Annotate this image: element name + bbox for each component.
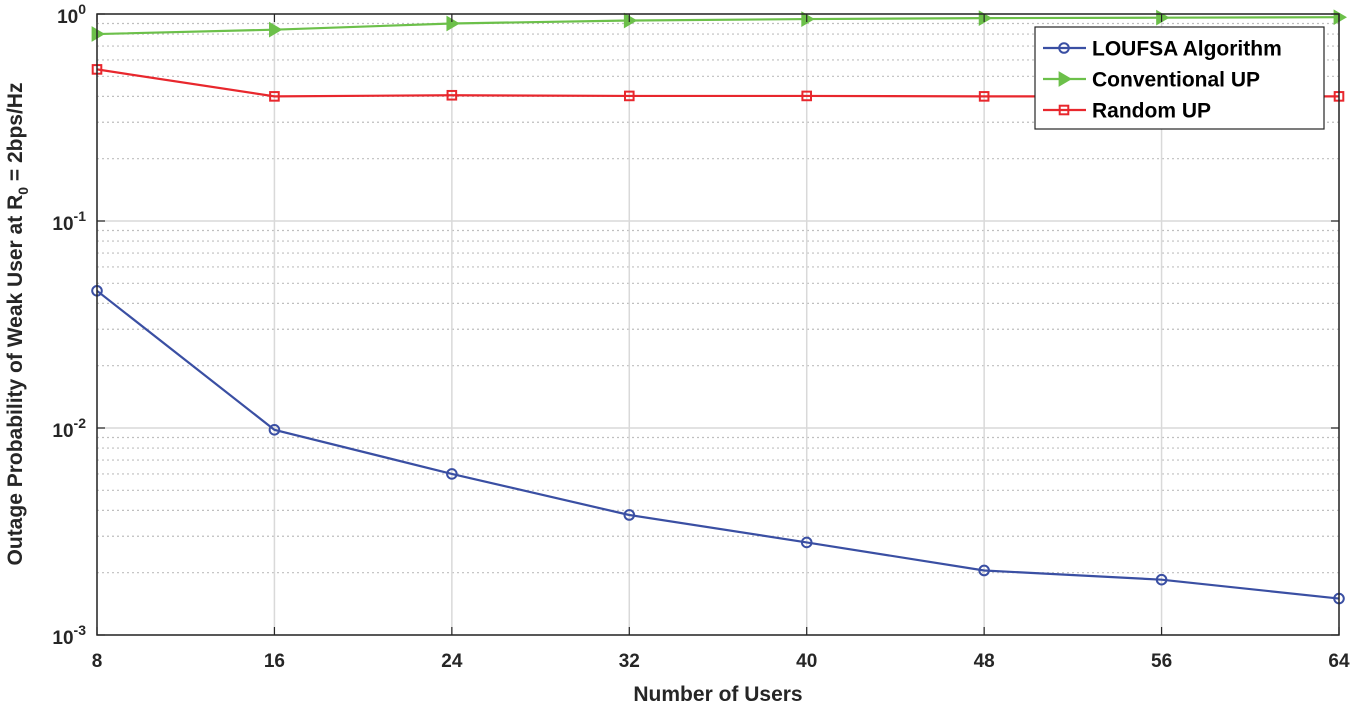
legend-item: Random UP [1043,100,1211,123]
data-point [446,89,458,101]
legend-box [1034,26,1325,130]
legend: LOUFSA Algorithm Conventional UP Random UP [1034,26,1325,130]
data-point [801,11,815,27]
data-point [801,90,813,102]
legend-label: Conventional UP [1092,69,1260,92]
y-axis-title-subscript: 0 [15,187,31,195]
y-tick-label: 10-2 [52,415,86,442]
data-point [91,26,105,42]
x-axis-title: Number of Users [633,683,802,706]
y-tick-label-exponent: -1 [74,208,87,224]
y-axis-title: Outage Probability of Weak User at R0 = … [4,83,31,566]
data-point [1155,573,1168,586]
y-tick-label: 10-1 [52,208,86,235]
plot-frame [96,13,1340,636]
x-tick-label: 16 [264,651,285,672]
y-axis-title-suffix: = 2bps/Hz [4,83,27,187]
y-tick-label-base: 10 [52,628,73,649]
y-axis-title-prefix: Outage Probability of Weak User at R [4,195,27,566]
y-tick-label: 100 [57,1,86,28]
data-point [978,564,990,577]
legend-item: Conventional UP [1043,69,1260,92]
series-line [96,289,1340,600]
data-point [623,12,638,29]
data-point [978,91,990,102]
data-point [1333,9,1347,26]
x-tick-label: 8 [92,651,103,672]
x-tick-label: 64 [1328,651,1350,672]
data-point [446,468,458,480]
y-tick-label-exponent: -2 [74,415,87,431]
legend-swatch-marker [1058,104,1070,116]
y-tick-label-base: 10 [52,421,73,442]
x-tick-label: 32 [619,651,640,672]
legend-swatch-marker [1058,42,1070,54]
data-point [269,91,280,102]
y-tick-label-base: 10 [57,7,78,28]
data-point [623,90,635,102]
y-tick-label-exponent: -3 [74,622,87,638]
x-tick-label: 40 [796,651,817,672]
legend-swatch-marker [1058,71,1072,87]
x-tick-label: 56 [1151,651,1172,672]
data-point [800,536,813,549]
y-tick-label-base: 10 [52,214,73,235]
y-tick-label-exponent: 0 [78,1,86,17]
data-point [268,424,281,436]
series-0 [91,285,1345,605]
legend-item: LOUFSA Algorithm [1043,38,1282,61]
legend-items: LOUFSA Algorithm Conventional UP Random UP [1043,38,1282,123]
data-point [446,15,460,32]
data-point [623,509,636,521]
series-line [96,16,1340,36]
data-point [269,21,283,38]
data-point [1156,9,1170,26]
x-tick-label: 48 [974,651,995,672]
y-tick-label: 10-3 [52,622,86,649]
legend-label: Random UP [1092,100,1211,123]
x-tick-label: 24 [441,651,463,672]
legend-label: LOUFSA Algorithm [1092,38,1282,61]
data-point [978,10,993,27]
